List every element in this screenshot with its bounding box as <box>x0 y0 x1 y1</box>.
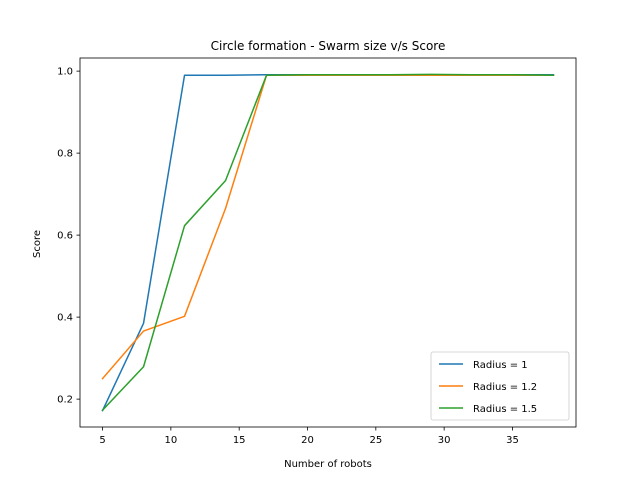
series-line-2 <box>101 74 555 380</box>
x-axis-label: Number of robots <box>284 459 372 470</box>
y-tick-label: 0.2 <box>57 395 73 406</box>
legend-label-1: Radius = 1 <box>473 360 528 371</box>
legend-label-3: Radius = 1.5 <box>473 404 537 415</box>
legend-label-2: Radius = 1.2 <box>473 382 537 393</box>
legend: Radius = 1 Radius = 1.2 Radius = 1.5 <box>430 351 570 421</box>
x-tick-label: 30 <box>438 435 451 446</box>
x-tick-label: 25 <box>369 435 382 446</box>
legend-box <box>430 351 570 421</box>
series-line-3 <box>101 73 555 412</box>
axes-frame <box>79 57 577 428</box>
y-axis-label: Score <box>32 230 43 258</box>
x-tick-label: 10 <box>164 435 177 446</box>
y-tick-label: 0.4 <box>57 313 73 324</box>
y-tick-label: 0.6 <box>57 231 73 242</box>
y-tick-label: 0.8 <box>57 149 73 160</box>
x-tick-label: 35 <box>506 435 519 446</box>
chart-title: Circle formation - Swarm size v/s Score <box>211 39 446 53</box>
y-tick-label: 1.0 <box>57 67 73 78</box>
x-tick-label: 15 <box>233 435 246 446</box>
x-tick-label: 5 <box>99 435 105 446</box>
x-tick-label: 20 <box>301 435 314 446</box>
